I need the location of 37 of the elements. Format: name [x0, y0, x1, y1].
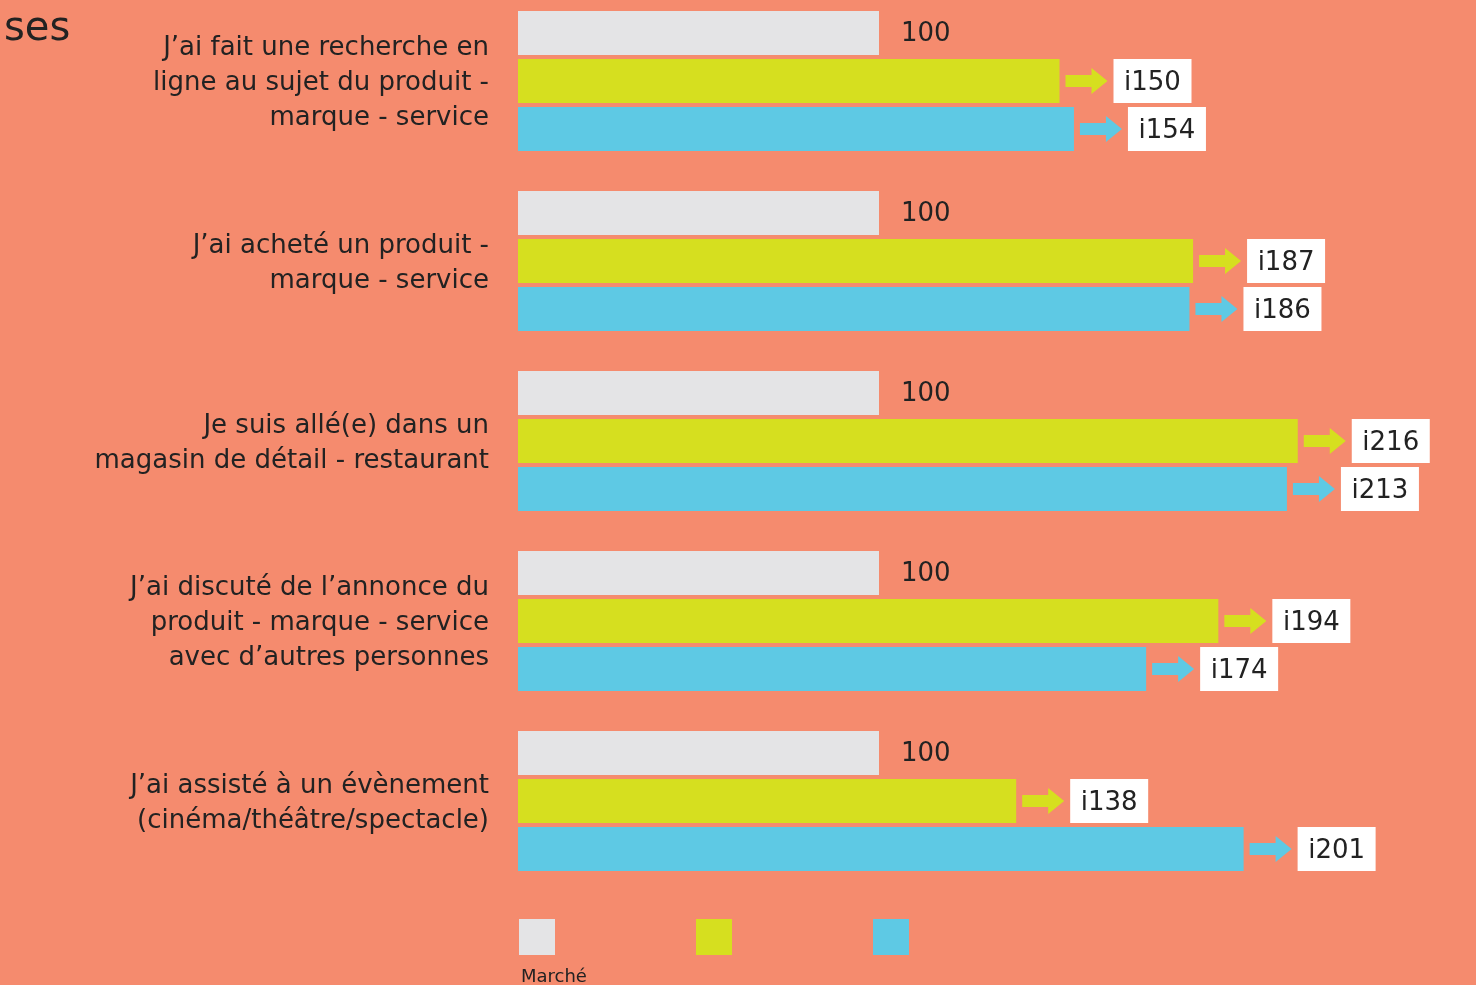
bar	[518, 239, 1194, 283]
data-label: i194	[1282, 606, 1340, 636]
y-tick-label: J’ai assisté à un évènement (cinéma/théâtre/spectacle)	[128, 768, 489, 834]
data-label: 100	[901, 737, 951, 767]
bar	[518, 371, 879, 415]
bar	[518, 731, 879, 775]
data-label: i213	[1351, 474, 1409, 504]
bar	[518, 107, 1074, 151]
y-tick-label: J’ai fait une recherche en ligne au sujet du produit - marque - service	[153, 31, 489, 131]
data-label: 100	[901, 17, 951, 47]
data-label: 100	[901, 557, 951, 587]
data-label: i187	[1257, 246, 1315, 276]
bar	[518, 467, 1287, 511]
y-tick-label: J’ai discuté de l’annonce du produit - marque - service avec d’autres personnes	[128, 571, 489, 671]
y-tick-label: Je suis allé(e) dans un magasin de détail - restaurant	[94, 408, 489, 474]
data-label: 100	[901, 377, 951, 407]
data-label: i174	[1210, 654, 1268, 684]
data-label: 100	[901, 197, 951, 227]
legend-label: Marché	[521, 965, 587, 985]
data-label: i201	[1308, 834, 1366, 864]
bar	[518, 779, 1017, 823]
data-label: i154	[1138, 114, 1196, 144]
bar	[518, 647, 1147, 691]
y-tick-label: J’ai acheté un produit - marque - service	[190, 228, 489, 294]
text: ses	[4, 3, 71, 49]
data-label: i150	[1124, 66, 1181, 96]
bar	[518, 191, 879, 235]
bar	[518, 287, 1190, 331]
bar	[518, 599, 1219, 643]
data-label: i138	[1080, 786, 1138, 816]
bar	[518, 11, 879, 55]
bar	[518, 419, 1298, 463]
bar	[518, 551, 879, 595]
bar	[518, 827, 1244, 871]
data-label: i216	[1362, 426, 1420, 456]
bar	[518, 59, 1060, 103]
data-label: i186	[1254, 294, 1311, 324]
